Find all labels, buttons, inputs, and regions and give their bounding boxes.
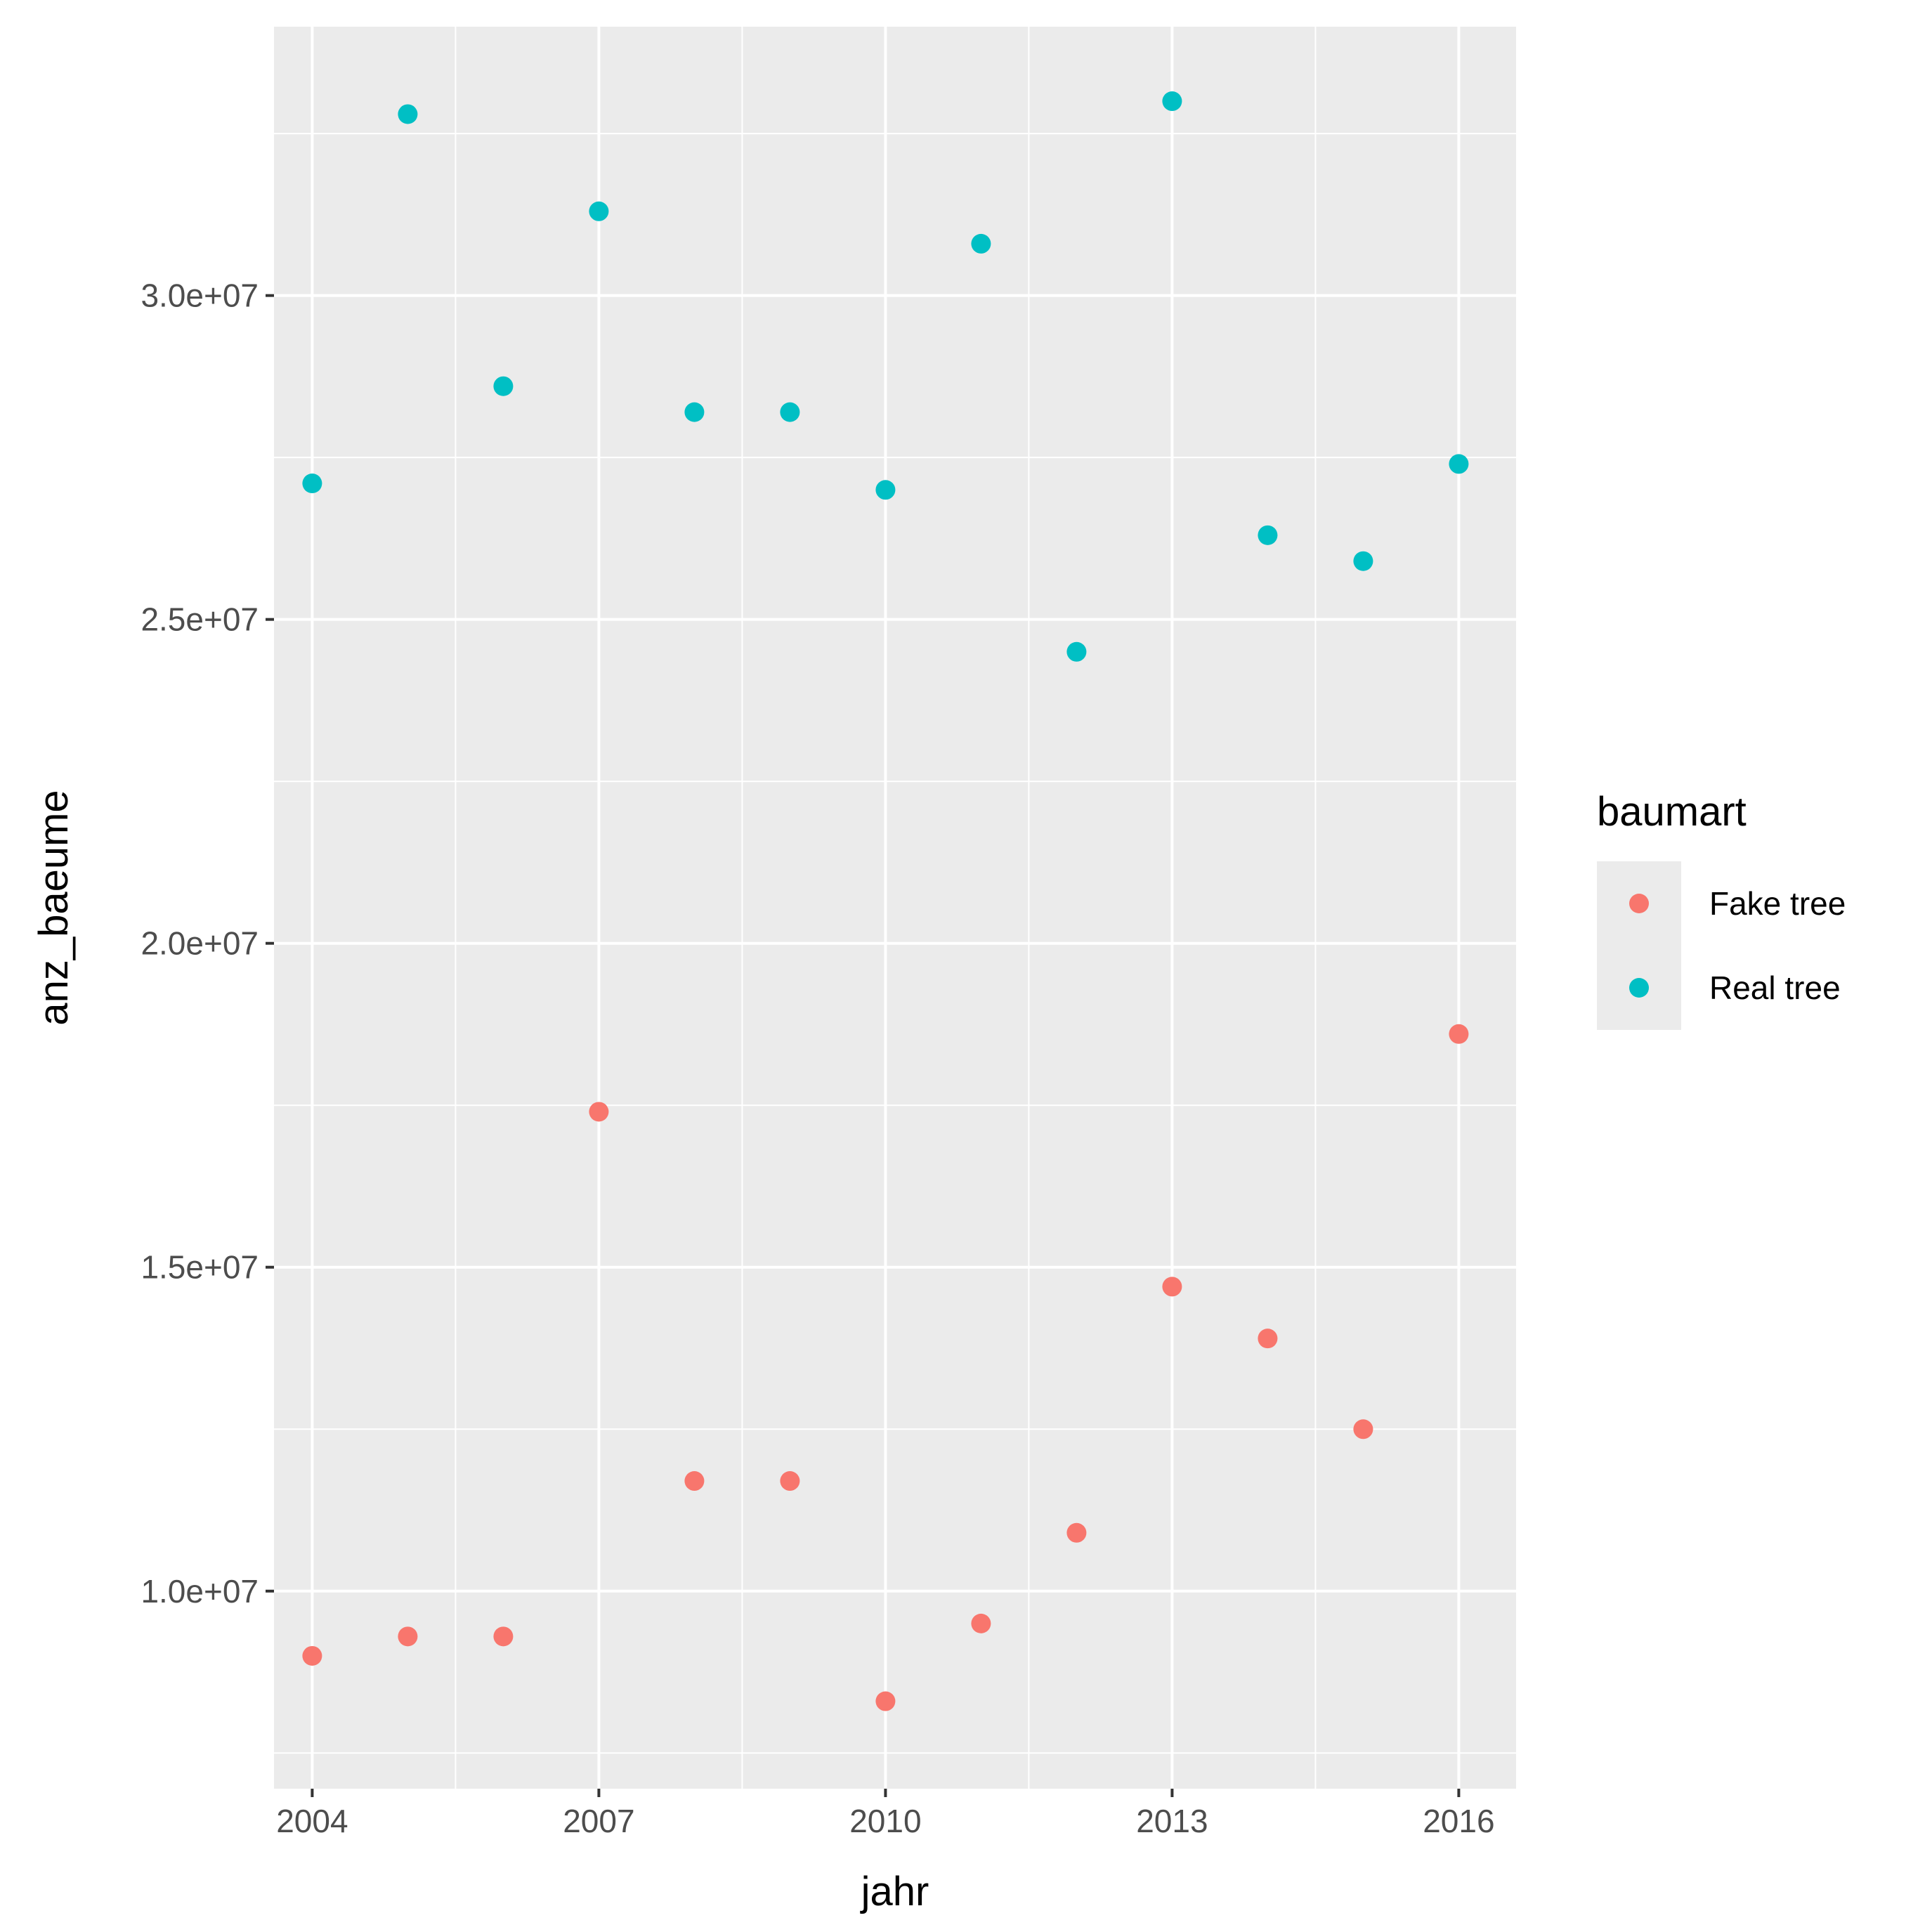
data-point-fake-tree xyxy=(302,1645,322,1666)
data-point-fake-tree xyxy=(1162,1277,1182,1297)
data-point-fake-tree xyxy=(971,1613,991,1633)
data-point-fake-tree xyxy=(1353,1419,1373,1440)
x-tick-label: 2013 xyxy=(1136,1803,1208,1839)
data-point-real-tree xyxy=(493,376,514,396)
axis-ticks xyxy=(266,294,1461,1797)
data-point-real-tree xyxy=(1353,551,1373,571)
minor-gridlines xyxy=(274,27,1516,1789)
data-point-real-tree xyxy=(1162,91,1182,112)
data-point-real-tree xyxy=(398,104,418,124)
x-tick-label: 2010 xyxy=(849,1803,921,1839)
data-point-real-tree xyxy=(971,233,991,254)
data-point-fake-tree xyxy=(1066,1522,1087,1543)
x-axis-title: jahr xyxy=(860,1869,929,1914)
legend-key-background xyxy=(1597,861,1681,1030)
data-point-real-tree xyxy=(1258,525,1278,545)
data-point-real-tree xyxy=(780,402,800,422)
y-tick-label: 1.5e+07 xyxy=(141,1249,259,1286)
legend-title: baumart xyxy=(1597,789,1747,835)
data-point-fake-tree xyxy=(1258,1329,1278,1349)
data-point-real-tree xyxy=(1449,454,1469,474)
legend-label-real-tree: Real tree xyxy=(1709,970,1841,1006)
y-tick-label: 2.5e+07 xyxy=(141,601,259,638)
x-tick-label: 2004 xyxy=(276,1803,348,1839)
data-points xyxy=(302,91,1469,1711)
data-point-fake-tree xyxy=(684,1471,705,1492)
data-point-fake-tree xyxy=(398,1626,418,1647)
data-point-fake-tree xyxy=(780,1471,800,1492)
data-point-real-tree xyxy=(1066,641,1087,662)
data-point-real-tree xyxy=(875,480,896,500)
data-point-fake-tree xyxy=(493,1626,514,1647)
legend: baumart Fake tree Real tree xyxy=(1597,789,1846,1030)
legend-key-fake-tree xyxy=(1629,894,1649,913)
data-point-fake-tree xyxy=(875,1691,896,1711)
data-point-real-tree xyxy=(684,402,705,422)
x-tick-label: 2016 xyxy=(1423,1803,1494,1839)
y-tick-label: 2.0e+07 xyxy=(141,925,259,962)
y-tick-labels: 1.0e+07 1.5e+07 2.0e+07 2.5e+07 3.0e+07 xyxy=(141,278,259,1610)
x-tick-label: 2007 xyxy=(563,1803,634,1839)
data-point-fake-tree xyxy=(1449,1024,1469,1044)
legend-label-fake-tree: Fake tree xyxy=(1709,885,1846,922)
x-tick-labels: 2004 2007 2010 2013 2016 xyxy=(276,1803,1494,1839)
y-tick-label: 3.0e+07 xyxy=(141,278,259,314)
plot-panel xyxy=(274,27,1516,1789)
data-point-real-tree xyxy=(302,474,322,494)
legend-key-real-tree xyxy=(1629,978,1649,998)
y-axis-title: anz_baeume xyxy=(31,790,77,1025)
data-point-fake-tree xyxy=(589,1102,609,1122)
major-gridlines xyxy=(274,27,1516,1789)
y-tick-label: 1.0e+07 xyxy=(141,1573,259,1610)
data-point-real-tree xyxy=(589,201,609,221)
